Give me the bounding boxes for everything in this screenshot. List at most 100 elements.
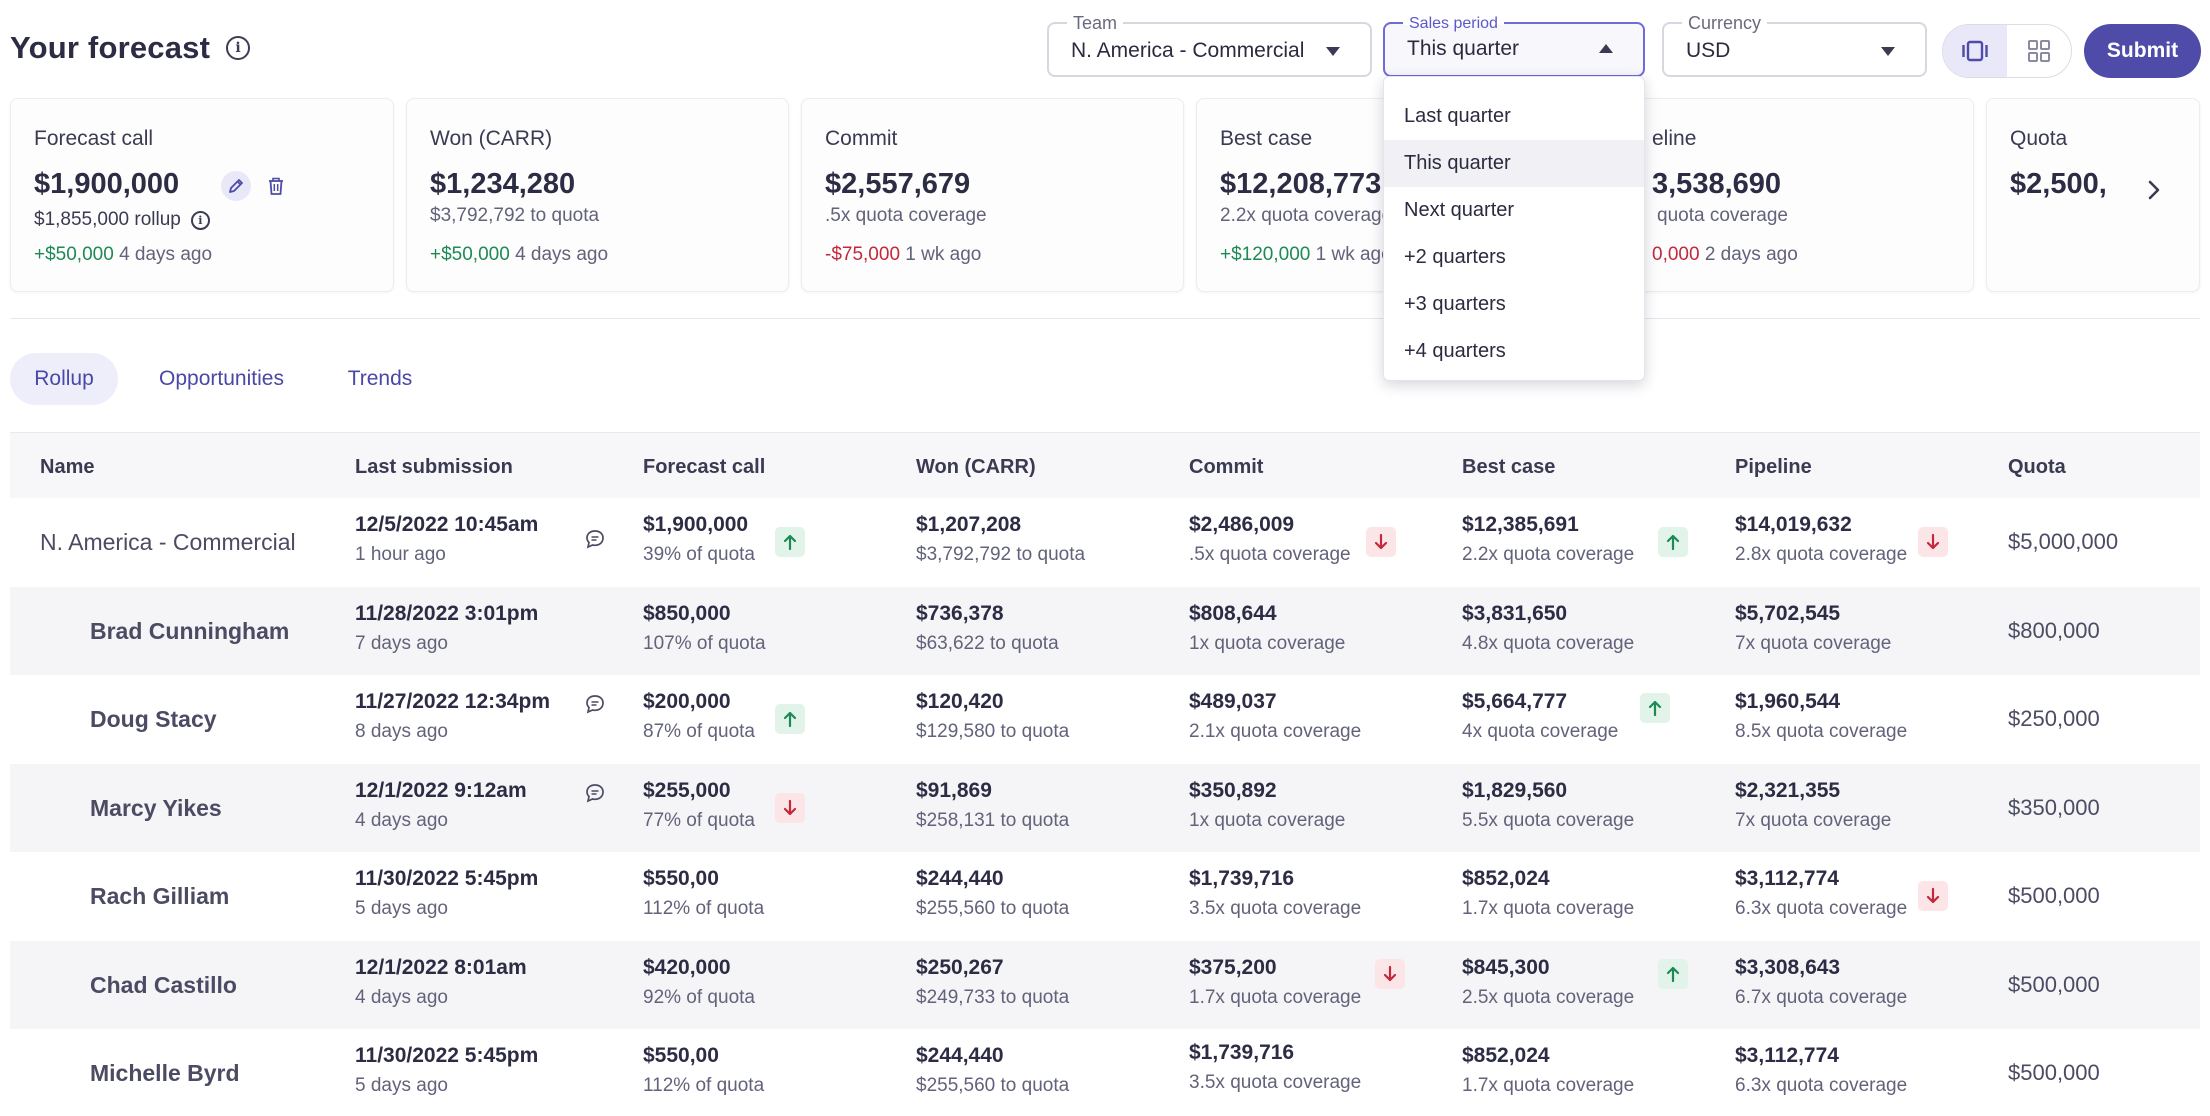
option-plus-3-quarters[interactable]: +3 quarters (1404, 293, 1506, 315)
column-header-best-case[interactable]: Best case (1462, 456, 1556, 478)
column-header-name[interactable]: Name (40, 456, 95, 478)
option-plus-2-quarters[interactable]: +2 quarters (1404, 246, 1506, 268)
table-row[interactable]: Doug Stacy 11/27/2022 12:34pm 8 days ago … (10, 675, 2200, 764)
grid-view-icon (2028, 40, 2050, 62)
best-case-sub: 4x quota coverage (1462, 721, 1619, 742)
best-case-value: $1,829,560 (1462, 778, 1568, 802)
column-header-pipeline[interactable]: Pipeline (1735, 456, 1812, 478)
row-name[interactable]: Rach Gilliam (90, 883, 230, 909)
won-value: $1,207,208 (916, 513, 1022, 536)
card-subtitle: quota coverage (1657, 205, 1788, 226)
card-delta: +$50,000 (430, 244, 510, 265)
arrow-up-icon (1666, 534, 1680, 551)
tab-rollup[interactable]: Rollup (10, 353, 118, 405)
submission-ago: 5 days ago (355, 1075, 448, 1096)
table-row[interactable]: Brad Cunningham 11/28/2022 3:01pm 7 days … (10, 586, 2200, 675)
row-name[interactable]: Michelle Byrd (90, 1060, 240, 1086)
won-cell: $91,869 $258,131 to quota (916, 779, 1069, 832)
commit-cell: $2,486,009 .5x quota coverage (1189, 513, 1351, 566)
card-delta: +$50,000 (34, 244, 114, 265)
table-row[interactable]: Rach Gilliam 11/30/2022 5:45pm 5 days ago… (10, 852, 2200, 941)
pipeline-sub: 8.5x quota coverage (1735, 721, 1908, 742)
submit-button[interactable]: Submit (2084, 24, 2201, 78)
comment-icon[interactable] (584, 693, 606, 715)
option-last-quarter[interactable]: Last quarter (1404, 105, 1511, 127)
submission-cell: 12/1/2022 9:12am 4 days ago (355, 779, 527, 832)
currency-select-label: Currency (1682, 13, 1768, 34)
table-row[interactable]: Marcy Yikes 12/1/2022 9:12am 4 days ago $… (10, 763, 2200, 852)
card-subtitle: .5x quota coverage (825, 205, 987, 226)
column-header-forecast-call[interactable]: Forecast call (643, 456, 766, 478)
pipeline-value: $3,112,774 (1735, 1044, 1839, 1067)
column-header-commit[interactable]: Commit (1189, 456, 1264, 478)
option-next-quarter[interactable]: Next quarter (1404, 199, 1515, 221)
tab-opportunities[interactable]: Opportunities (159, 367, 284, 390)
card-title: Commit (825, 127, 898, 150)
info-icon[interactable]: i (190, 210, 210, 230)
view-toggle (1942, 24, 2072, 78)
submission-ago: 1 hour ago (355, 544, 446, 565)
comment-icon[interactable] (584, 782, 606, 804)
column-header-quota[interactable]: Quota (2008, 456, 2066, 478)
best-case-cell: $5,664,777 4x quota coverage (1462, 690, 1618, 743)
submission-date: 11/30/2022 5:45pm (355, 867, 539, 890)
page-title: Your forecast i (10, 30, 251, 66)
best-case-sub: 2.5x quota coverage (1462, 986, 1635, 1008)
table-row[interactable]: N. America - Commercial 12/5/2022 10:45a… (10, 498, 2200, 587)
card-delta-time: 1 wk ago (905, 244, 982, 265)
won-sub: $63,622 to quota (916, 632, 1059, 654)
edit-button[interactable] (221, 171, 251, 201)
table-row[interactable]: Michelle Byrd 11/30/2022 5:45pm 5 days ag… (10, 1029, 2200, 1116)
trash-icon (269, 177, 283, 195)
pipeline-value: $2,321,355 (1735, 778, 1841, 802)
commit-cell: $1,739,716 3.5x quota coverage (1189, 1041, 1361, 1094)
row-name[interactable]: Doug Stacy (90, 706, 217, 732)
best-case-value: $852,024 (1462, 867, 1550, 890)
forecast-call-cell: $255,000 77% of quota (643, 779, 755, 832)
won-value: $244,440 (916, 1044, 1004, 1067)
commit-cell: $1,739,716 3.5x quota coverage (1189, 867, 1361, 920)
option-this-quarter[interactable]: This quarter (1384, 140, 1644, 187)
info-icon[interactable]: i (226, 36, 251, 60)
submission-date: 11/30/2022 5:45pm (355, 1044, 539, 1067)
row-name[interactable]: Marcy Yikes (90, 794, 222, 821)
currency-select[interactable]: Currency USD (1662, 13, 1927, 77)
carousel-view-button[interactable] (1943, 25, 2007, 77)
arrow-down-icon (1374, 533, 1388, 550)
best-case-value: $845,300 (1462, 955, 1550, 979)
comment-icon[interactable] (584, 528, 606, 550)
row-name[interactable]: N. America - Commercial (40, 529, 296, 555)
submission-ago: 4 days ago (355, 986, 448, 1008)
column-header-won[interactable]: Won (CARR) (916, 456, 1036, 478)
tab-trends[interactable]: Trends (347, 367, 413, 390)
forecast-call-value: $850,000 (643, 601, 731, 625)
best-case-value: $12,385,691 (1462, 513, 1579, 536)
quota-value: $350,000 (2008, 794, 2100, 820)
commit-sub: 1x quota coverage (1189, 809, 1346, 831)
commit-value: $1,739,716 (1189, 1041, 1295, 1064)
row-name[interactable]: Chad Castillo (90, 971, 237, 998)
team-select[interactable]: Team N. America - Commercial (1047, 13, 1372, 77)
card-value: $1,900,000 (34, 168, 180, 200)
forecast-call-cell: $850,000 107% of quota (643, 602, 766, 655)
table-row[interactable]: Chad Castillo 12/1/2022 8:01am 4 days ago… (10, 940, 2200, 1029)
delete-button[interactable] (261, 171, 291, 201)
column-header-last-submission[interactable]: Last submission (355, 456, 513, 478)
best-case-sub: 5.5x quota coverage (1462, 809, 1635, 831)
option-plus-4-quarters[interactable]: +4 quarters (1404, 340, 1506, 362)
cards-next-button[interactable] (2140, 176, 2168, 204)
card-value: $2,557,679 (825, 168, 971, 200)
pipeline-cell: $3,112,774 6.3x quota coverage (1735, 867, 1907, 920)
row-name[interactable]: Brad Cunningham (90, 617, 290, 644)
commit-value: $2,486,009 (1189, 513, 1295, 536)
best-case-cell: $12,385,691 2.2x quota coverage (1462, 513, 1634, 566)
arrow-up-icon (783, 534, 797, 551)
sales-period-select[interactable]: Sales period This quarter (1383, 15, 1645, 77)
card-title: Forecast call (34, 127, 154, 150)
submission-ago: 8 days ago (355, 721, 448, 742)
best-case-value: $5,664,777 (1462, 690, 1568, 713)
grid-view-button[interactable] (2007, 25, 2071, 77)
card-delta: +$120,000 (1220, 244, 1311, 265)
forecast-call-value: $255,000 (643, 778, 731, 802)
quota-value: $500,000 (2008, 1060, 2100, 1085)
